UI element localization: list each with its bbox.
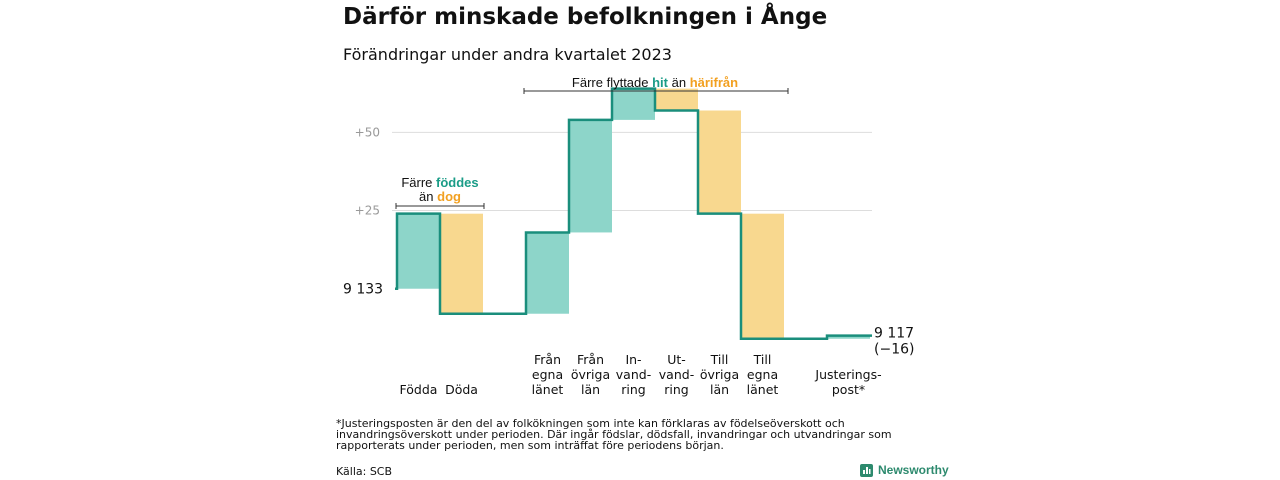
- category-label: Från: [534, 352, 561, 367]
- category-label: länet: [532, 382, 564, 397]
- category-label: vand-: [616, 367, 651, 382]
- category-label: vand-: [659, 367, 694, 382]
- category-label: ring: [621, 382, 645, 397]
- category-label: övriga: [571, 367, 610, 382]
- brand-name: Newsworthy: [878, 463, 949, 477]
- moves-annotation: Färre flyttade hit än härifrån: [572, 75, 738, 90]
- moves-annotation-part: än: [668, 75, 690, 90]
- category-label: Till: [753, 352, 772, 367]
- category-label: Födda: [400, 382, 438, 397]
- category-label: In-: [625, 352, 641, 367]
- bar-justeringspost-: [827, 335, 870, 339]
- births-annotation-line2-part: än: [419, 189, 437, 204]
- category-label: egna: [747, 367, 778, 382]
- moves-annotation-part: härifrån: [690, 75, 738, 90]
- births-annotation-line1-part: föddes: [436, 175, 479, 190]
- y-tick-label: +50: [355, 125, 380, 139]
- bar-invandring: [612, 88, 655, 120]
- category-label: län: [581, 382, 600, 397]
- births-annotation-line1: Färre föddes: [401, 175, 478, 190]
- births-annotation-line2-part: dog: [437, 189, 461, 204]
- category-label: Från: [577, 352, 604, 367]
- category-label: post*: [832, 382, 865, 397]
- newsworthy-logo-icon: [860, 463, 873, 477]
- bar-till-övriga-län: [698, 110, 741, 214]
- category-label: Justerings-: [814, 367, 881, 382]
- change-value-label: (−16): [874, 342, 914, 358]
- footnote: *Justeringsposten är den del av folkökni…: [336, 417, 892, 452]
- population-step-line: [395, 87, 872, 340]
- moves-annotation-part: Färre flyttade: [572, 75, 652, 90]
- bar-födda: [397, 213, 440, 289]
- category-label: ring: [664, 382, 688, 397]
- chart-subtitle: Förändringar under andra kvartalet 2023: [343, 45, 672, 64]
- bar-utvandring: [655, 88, 698, 111]
- category-label: Ut-: [667, 352, 686, 367]
- bar-till-egna-länet: [741, 213, 784, 339]
- category-label: Till: [710, 352, 729, 367]
- category-label: övriga: [700, 367, 739, 382]
- category-label: egna: [532, 367, 563, 382]
- category-label: länet: [747, 382, 779, 397]
- y-tick-label: +25: [355, 204, 380, 218]
- bar-döda: [440, 213, 483, 314]
- source-label: Källa: SCB: [336, 465, 393, 478]
- bar-från-övriga-län: [569, 119, 612, 233]
- births-annotation-line1-part: Färre: [401, 175, 436, 190]
- brand-logo[interactable]: Newsworthy: [860, 463, 949, 477]
- chart-title: Därför minskade befolkningen i Ånge: [343, 4, 828, 30]
- end-value-label: 9 117: [874, 326, 914, 342]
- bar-från-egna-länet: [526, 232, 569, 314]
- start-value-label: 9 133: [343, 282, 383, 298]
- category-label: län: [710, 382, 729, 397]
- category-label: Döda: [445, 382, 478, 397]
- moves-annotation-part: hit: [652, 75, 669, 90]
- births-annotation-line2: än dog: [419, 189, 461, 204]
